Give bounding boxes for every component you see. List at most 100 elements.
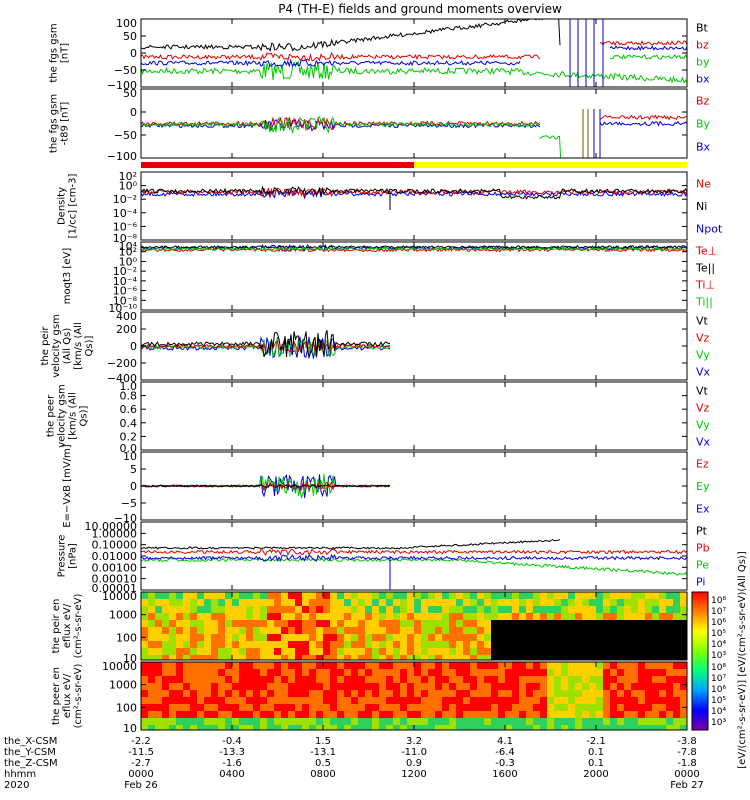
heatmap-cell (351, 711, 358, 718)
heatmap-cell (183, 725, 190, 730)
heatmap-cell (512, 683, 519, 690)
heatmap-cell (512, 697, 519, 704)
heatmap-cell (519, 704, 526, 711)
heatmap-cell (659, 599, 666, 606)
heatmap-cell (519, 599, 526, 606)
heatmap-cell (456, 711, 463, 718)
heatmap-cell (568, 634, 575, 641)
legend-entry: Bz (696, 95, 710, 108)
heatmap-cell (561, 606, 568, 613)
heatmap-cell (498, 697, 505, 704)
heatmap-cell (239, 704, 246, 711)
heatmap-cell (582, 690, 589, 697)
heatmap-cell (393, 690, 400, 697)
heatmap-cell (442, 718, 449, 725)
heatmap-cell (379, 711, 386, 718)
heatmap-cell (218, 599, 225, 606)
x-tick-label: 1600 (492, 769, 517, 780)
legend-entry: Vy (696, 349, 710, 362)
heatmap-cell (155, 690, 162, 697)
heatmap-cell (484, 592, 491, 599)
heatmap-cell (400, 683, 407, 690)
x-tick-label: -11.0 (401, 747, 427, 758)
heatmap-cell (190, 599, 197, 606)
heatmap-cell (463, 683, 470, 690)
heatmap-cell (267, 683, 274, 690)
heatmap-cell (421, 683, 428, 690)
heatmap-cell (428, 655, 435, 660)
heatmap-cell (225, 718, 232, 725)
heatmap-cell (162, 641, 169, 648)
heatmap-cell (358, 711, 365, 718)
heatmap-cell (568, 655, 575, 660)
heatmap-cell (680, 669, 687, 676)
heatmap-cell (414, 725, 421, 730)
heatmap-cell (358, 704, 365, 711)
heatmap-cell (533, 697, 540, 704)
heatmap-cell (323, 718, 330, 725)
heatmap-cell (281, 599, 288, 606)
heatmap-cell (358, 676, 365, 683)
heatmap-cell (603, 599, 610, 606)
heatmap-cell (393, 683, 400, 690)
heatmap-cell (169, 627, 176, 634)
heatmap-cell (638, 599, 645, 606)
heatmap-cell (302, 606, 309, 613)
heatmap-cell (512, 676, 519, 683)
heatmap-cell (211, 669, 218, 676)
heatmap-cell (456, 592, 463, 599)
heatmap-cell (582, 620, 589, 627)
heatmap-cell (155, 634, 162, 641)
heatmap-cell (253, 606, 260, 613)
heatmap-cell (162, 662, 169, 669)
heatmap-cell (603, 683, 610, 690)
heatmap-cell (323, 711, 330, 718)
heatmap-cell (232, 620, 239, 627)
heatmap-cell (323, 599, 330, 606)
heatmap-cell (547, 599, 554, 606)
heatmap-cell (155, 599, 162, 606)
heatmap-cell (176, 620, 183, 627)
colorbar-tick-label: 10⁵ (711, 696, 726, 706)
heatmap-cell (190, 627, 197, 634)
heatmap-cell (183, 648, 190, 655)
heatmap-cell (421, 690, 428, 697)
heatmap-cell (435, 676, 442, 683)
plot-title: P4 (TH-E) fields and ground moments over… (278, 2, 562, 16)
heatmap-cell (645, 690, 652, 697)
heatmap-cell (197, 592, 204, 599)
heatmap-cell (267, 669, 274, 676)
heatmap-cell (589, 627, 596, 634)
heatmap-cell (680, 655, 687, 660)
heatmap-cell (323, 634, 330, 641)
heatmap-cell (505, 669, 512, 676)
heatmap-cell (491, 725, 498, 730)
heatmap-cell (316, 718, 323, 725)
heatmap-cell (386, 655, 393, 660)
heatmap-cell (498, 641, 505, 648)
y-tick-label: 10⁴ (119, 240, 138, 253)
heatmap-cell (456, 634, 463, 641)
heatmap-cell (491, 676, 498, 683)
heatmap-cell (211, 704, 218, 711)
heatmap-cell (295, 704, 302, 711)
heatmap-cell (148, 641, 155, 648)
heatmap-cell (435, 627, 442, 634)
heatmap-cell (337, 634, 344, 641)
heatmap-cell (337, 648, 344, 655)
heatmap-cell (379, 634, 386, 641)
heatmap-cell (407, 690, 414, 697)
heatmap-cell (526, 718, 533, 725)
heatmap-cell (379, 648, 386, 655)
heatmap-cell (358, 718, 365, 725)
heatmap-cell (295, 662, 302, 669)
heatmap-cell (547, 634, 554, 641)
heatmap-cell (183, 620, 190, 627)
heatmap-cell (344, 620, 351, 627)
heatmap-cell (344, 613, 351, 620)
heatmap-cell (162, 683, 169, 690)
heatmap-cell (407, 683, 414, 690)
heatmap-cell (176, 655, 183, 660)
heatmap-cell (617, 613, 624, 620)
heatmap-cell (225, 725, 232, 730)
